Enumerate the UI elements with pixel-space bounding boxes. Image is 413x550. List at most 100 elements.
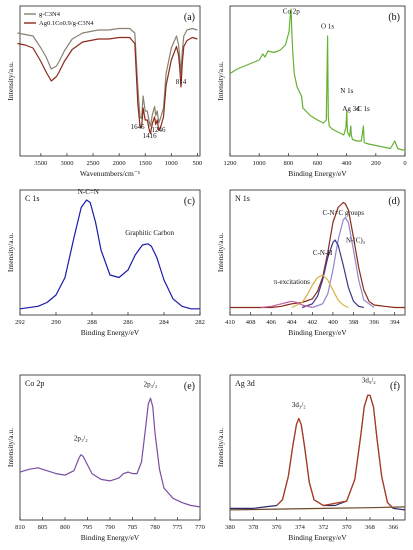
chart-panel-4: 410 408 406 404 402 400 398 396 394 Binding Energ… xyxy=(216,189,406,337)
chart-panel-1: 3500 3000 2500 2000 1500 1000 500 Wavenumbers/c… xyxy=(6,5,203,178)
x-tick-label: 400 xyxy=(328,319,338,326)
panel-letter: (a) xyxy=(184,12,195,23)
x-tick-label: 1200 xyxy=(224,160,237,167)
x-tick-label: 0 xyxy=(403,160,406,167)
x-tick-label: 800 xyxy=(60,524,70,531)
x-tick-label: 406 xyxy=(266,319,277,326)
chart-panel-5: 810 805 800 795 790 785 780 775 770 Binding Energ… xyxy=(6,374,205,542)
y-axis-label: Intensity/a.u. xyxy=(6,61,15,100)
x-tick-label: 366 xyxy=(388,524,399,531)
annotation-label: N-(C)₃ xyxy=(346,237,366,245)
x-tick-label: 3000 xyxy=(60,160,73,167)
series-line-1 xyxy=(19,397,201,508)
x-axis-label: Wavenumbers/cm⁻¹ xyxy=(80,169,140,178)
x-tick-label: 805 xyxy=(38,524,48,531)
panel-letter: (c) xyxy=(184,196,195,207)
panel-title: Co 2p xyxy=(25,379,44,388)
x-tick-label: 368 xyxy=(365,524,375,531)
plot-frame xyxy=(229,5,406,157)
x-tick-label: 1500 xyxy=(139,160,152,167)
x-tick-label: 1000 xyxy=(253,160,266,167)
annotation-label: O 1s xyxy=(321,23,334,31)
x-tick-label: 500 xyxy=(193,160,203,167)
series-line-3 xyxy=(301,239,364,309)
x-tick-label: 396 xyxy=(369,319,380,326)
annotation-label: 814 xyxy=(176,78,187,86)
series-line-5 xyxy=(260,300,313,309)
x-tick-label: 410 xyxy=(225,319,235,326)
series-line-1 xyxy=(19,199,200,310)
x-tick-label: 378 xyxy=(248,524,258,531)
x-tick-label: 284 xyxy=(159,319,170,326)
chart-panel-6: 380 378 376 374 372 370 368 366 Binding Energy/e… xyxy=(216,374,406,542)
series-line-2 xyxy=(312,216,375,309)
chart-panel-2: 1200 1000 800 600 400 200 0 Binding Energy/eV In… xyxy=(216,5,407,178)
annotation-label: π-excitations xyxy=(274,278,310,286)
x-tick-label: 790 xyxy=(105,524,115,531)
annotation-label: N-C=N xyxy=(78,188,99,196)
annotation-label: N 1s xyxy=(340,87,353,95)
panel-letter: (b) xyxy=(388,12,400,23)
legend-label: g-C3N4 xyxy=(39,11,61,18)
x-axis-label: Binding Energy/eV xyxy=(288,328,347,337)
x-tick-label: 402 xyxy=(307,319,317,326)
series-line-4 xyxy=(291,274,349,309)
x-tick-label: 292 xyxy=(15,319,25,326)
x-axis-label: Binding Energy/eV xyxy=(81,533,140,542)
panel-letter: (e) xyxy=(184,381,195,392)
annotation-label: 2p₁/₂ xyxy=(74,434,88,442)
x-tick-label: 780 xyxy=(150,524,160,531)
annotation-label: Co 2p xyxy=(283,8,300,16)
y-axis-label: Intensity/a.u. xyxy=(216,233,225,272)
panel-title: N 1s xyxy=(235,194,250,203)
series-line-1 xyxy=(17,27,198,127)
series-line-3 xyxy=(229,506,406,511)
x-tick-label: 398 xyxy=(349,319,359,326)
x-tick-label: 600 xyxy=(313,160,323,167)
plot-frame xyxy=(229,189,406,316)
annotation-label: Ag 3d xyxy=(342,105,360,113)
plot-frame xyxy=(19,189,201,316)
x-axis-label: Binding Energy/eV xyxy=(288,169,347,178)
y-axis-label: Intensity/a.u. xyxy=(216,428,225,467)
x-tick-label: 810 xyxy=(15,524,25,531)
annotation-label: Graphitic Carbon xyxy=(125,229,174,237)
x-tick-label: 770 xyxy=(195,524,205,531)
y-axis-label: Intensity/a.u. xyxy=(6,233,15,272)
x-tick-label: 288 xyxy=(87,319,97,326)
x-tick-label: 2500 xyxy=(87,160,100,167)
x-tick-label: 785 xyxy=(128,524,138,531)
chart-panel-3: 292 290 288 286 284 282 Binding Energy/eV Inten… xyxy=(6,188,205,337)
legend-label: Ag0.1Co0.9/g-C3N4 xyxy=(39,20,94,27)
x-tick-label: 376 xyxy=(272,524,283,531)
x-axis-label: Binding Energy/eV xyxy=(81,328,140,337)
x-tick-label: 372 xyxy=(318,524,328,531)
annotation-label: 1416 xyxy=(143,132,158,140)
x-tick-label: 800 xyxy=(283,160,293,167)
x-tick-label: 200 xyxy=(371,160,381,167)
x-tick-label: 290 xyxy=(51,319,61,326)
panel-letter: (f) xyxy=(390,381,400,392)
x-tick-label: 400 xyxy=(342,160,352,167)
series-line-1 xyxy=(229,8,405,151)
x-tick-label: 394 xyxy=(390,319,401,326)
annotation-label: 1645 xyxy=(131,123,146,131)
x-tick-label: 380 xyxy=(225,524,235,531)
annotation-label: C 1s xyxy=(357,105,370,113)
annotation-label: 2p₃/₂ xyxy=(144,381,158,389)
annotation-label: 3d₅/₂ xyxy=(362,376,376,384)
x-tick-label: 2000 xyxy=(113,160,126,167)
y-axis-label: Intensity/a.u. xyxy=(6,428,15,467)
x-axis-label: Binding Energy/eV xyxy=(288,533,347,542)
y-axis-label: Intensity/a.u. xyxy=(216,61,225,100)
x-tick-label: 374 xyxy=(295,524,306,531)
annotation-label: 1246 xyxy=(151,126,166,134)
x-tick-label: 408 xyxy=(246,319,256,326)
plot-frame xyxy=(19,5,201,157)
panel-letter: (d) xyxy=(388,196,400,207)
panel-title: C 1s xyxy=(25,194,39,203)
x-tick-label: 3500 xyxy=(34,160,47,167)
x-tick-label: 286 xyxy=(123,319,134,326)
annotation-label: C-N=C groups xyxy=(322,209,364,217)
